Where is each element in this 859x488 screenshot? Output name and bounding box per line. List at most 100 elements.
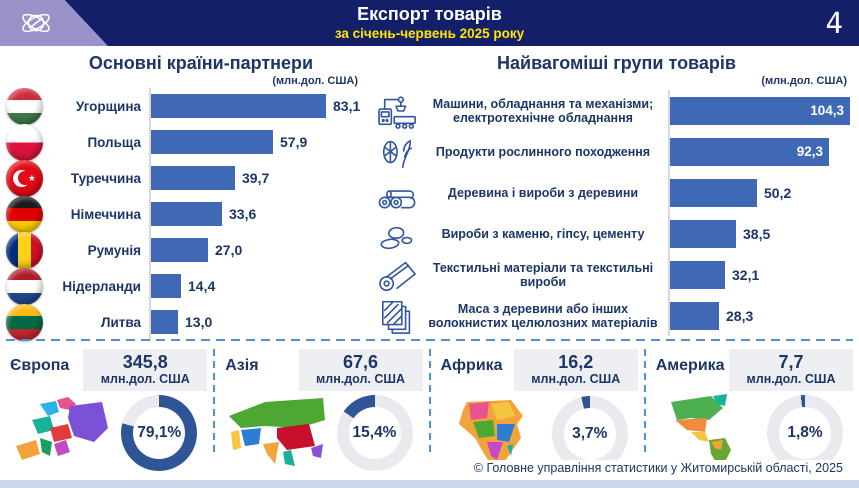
region-header: Азія 67,6 млн.дол. США (225, 349, 423, 391)
turkey-flag-icon: ★ (6, 159, 43, 197)
region-panel-europe: Європа 345,8 млн.дол. США 79,1% (0, 347, 213, 480)
bar-value: 57,9 (280, 134, 308, 150)
country-row: Німеччина 33,6 (6, 195, 370, 233)
goods-bar: 104,3 (670, 96, 850, 125)
country-row: Польща 57,9 (6, 123, 370, 161)
region-panel-asia: Азія 67,6 млн.дол. США 15,4% (215, 347, 428, 480)
map-europe (10, 394, 114, 472)
europe-map (16, 397, 108, 460)
partner-countries-title: Основні країни-партнери (88, 53, 314, 73)
country-bar (151, 130, 273, 154)
region-value-box: 16,2 млн.дол. США (513, 349, 638, 391)
region-percent: 15,4% (352, 424, 397, 441)
goods-row: Машини, обладнання та механізми; електро… (376, 90, 857, 131)
netherlands-flag-icon (6, 267, 43, 305)
region-name: Африка (440, 357, 503, 374)
bar-area: 104,3 (668, 90, 857, 131)
region-panel-africa: Африка 16,2 млн.дол. США 3,7% (431, 347, 644, 480)
country-label: Нідерланди (62, 278, 141, 294)
goods-bar (670, 260, 725, 289)
region-panel-america: Америка 7,7 млн.дол. США 1,8% (646, 347, 859, 480)
plant-products-icon (382, 139, 413, 168)
goods-bar (670, 219, 736, 248)
region-header: Африка 16,2 млн.дол. США (441, 349, 638, 391)
bar-area: 92,3 (668, 131, 857, 172)
bar-value: 92,3 (796, 144, 823, 159)
goods-row: Вироби з каменю, гіпсу, цементу 38,5 (376, 213, 857, 254)
country-bar (151, 166, 235, 190)
region-name: Європа (10, 357, 70, 374)
horizontal-dashed-divider (6, 339, 853, 341)
region-value-box: 7,7 млн.дол. США (729, 349, 853, 391)
country-label: Туреччина (70, 170, 141, 186)
donut-hole: 3,7% (563, 408, 616, 460)
goods-icon-cell (376, 92, 420, 130)
goods-bar (670, 301, 719, 330)
goods-label: Текстильні матеріали та текстильні вироб… (432, 260, 654, 289)
bar-value: 104,3 (810, 103, 844, 118)
page-subtitle: за січень-червень 2025 року (334, 26, 525, 41)
region-body: 15,4% (225, 394, 422, 472)
stone-products-icon (380, 226, 413, 249)
page-title: Експорт товарів (357, 4, 502, 24)
header-titles: Експорт товарів за січень-червень 2025 р… (0, 3, 859, 42)
region-header: Європа 345,8 млн.дол. США (10, 349, 208, 391)
bar-area: 28,3 (668, 295, 857, 336)
bar-value: 32,1 (732, 266, 760, 283)
country-bar (151, 274, 181, 298)
asia-map (229, 398, 326, 466)
region-percent: 1,8% (787, 424, 823, 441)
country-row: ★ Туреччина 39,7 (6, 159, 370, 197)
bar-area: 57,9 (149, 124, 370, 160)
goods-groups-unit: (млн.дол. США) (761, 75, 847, 87)
donut-hole: 1,8% (779, 407, 831, 459)
region-body: 1,8% (656, 394, 853, 472)
bar-value: 28,3 (726, 307, 754, 324)
country-row: Румунія 27,0 (6, 231, 370, 269)
country-label: Румунія (87, 242, 141, 258)
bar-value: 38,5 (743, 225, 771, 242)
hungary-flag-icon (6, 87, 43, 125)
bottom-strip (0, 480, 859, 488)
region-value-box: 345,8 млн.дол. США (83, 349, 208, 391)
goods-icon-cell (376, 133, 420, 171)
bar-value: 27,0 (215, 242, 243, 258)
goods-label: Машини, обладнання та механізми; електро… (432, 96, 654, 125)
africa-map (458, 400, 523, 468)
goods-icon-cell (376, 256, 420, 294)
goods-bar (670, 178, 757, 207)
pulp-paper-icon (381, 300, 411, 334)
region-percent: 3,7% (572, 425, 608, 442)
donut-hole: 15,4% (348, 407, 401, 459)
map-africa (441, 394, 537, 474)
atom-icon (22, 13, 50, 33)
country-label: Німеччина (70, 206, 141, 222)
goods-groups-title: Найвагоміші групи товарів (497, 53, 736, 73)
bar-area: 13,0 (149, 304, 370, 340)
partner-countries-chart: Угорщина 83,1 Польща 57,9 ★ Туреччина 39,7 Німе… (6, 87, 370, 341)
header-bar: Експорт товарів за січень-червень 2025 р… (0, 0, 859, 46)
goods-icon-cell (376, 215, 420, 253)
wood-icon (378, 189, 416, 209)
region-value: 7,7 (778, 352, 804, 372)
goods-icon-cell (376, 174, 420, 212)
goods-row: Текстильні матеріали та текстильні вироб… (376, 254, 857, 295)
region-value: 67,6 (342, 352, 379, 372)
region-value: 345,8 (122, 352, 168, 372)
region-body: 3,7% (441, 394, 638, 474)
region-unit: млн.дол. США (746, 372, 836, 386)
region-name: Америка (655, 357, 725, 374)
bar-value: 13,0 (185, 314, 213, 330)
map-asia (225, 394, 329, 472)
bar-value: 33,6 (229, 206, 257, 222)
bar-area: 14,4 (149, 268, 370, 304)
machinery-icon (378, 95, 416, 129)
bar-area: 50,2 (668, 172, 857, 213)
lithuania-flag-icon (6, 303, 43, 341)
region-value-box: 67,6 млн.дол. США (298, 349, 423, 391)
goods-row: Продукти рослинного походження 92,3 (376, 131, 857, 172)
goods-row: Маса з деревини або інших волокнистих це… (376, 295, 857, 336)
bar-value: 39,7 (242, 170, 270, 186)
goods-icon-cell (376, 297, 420, 335)
